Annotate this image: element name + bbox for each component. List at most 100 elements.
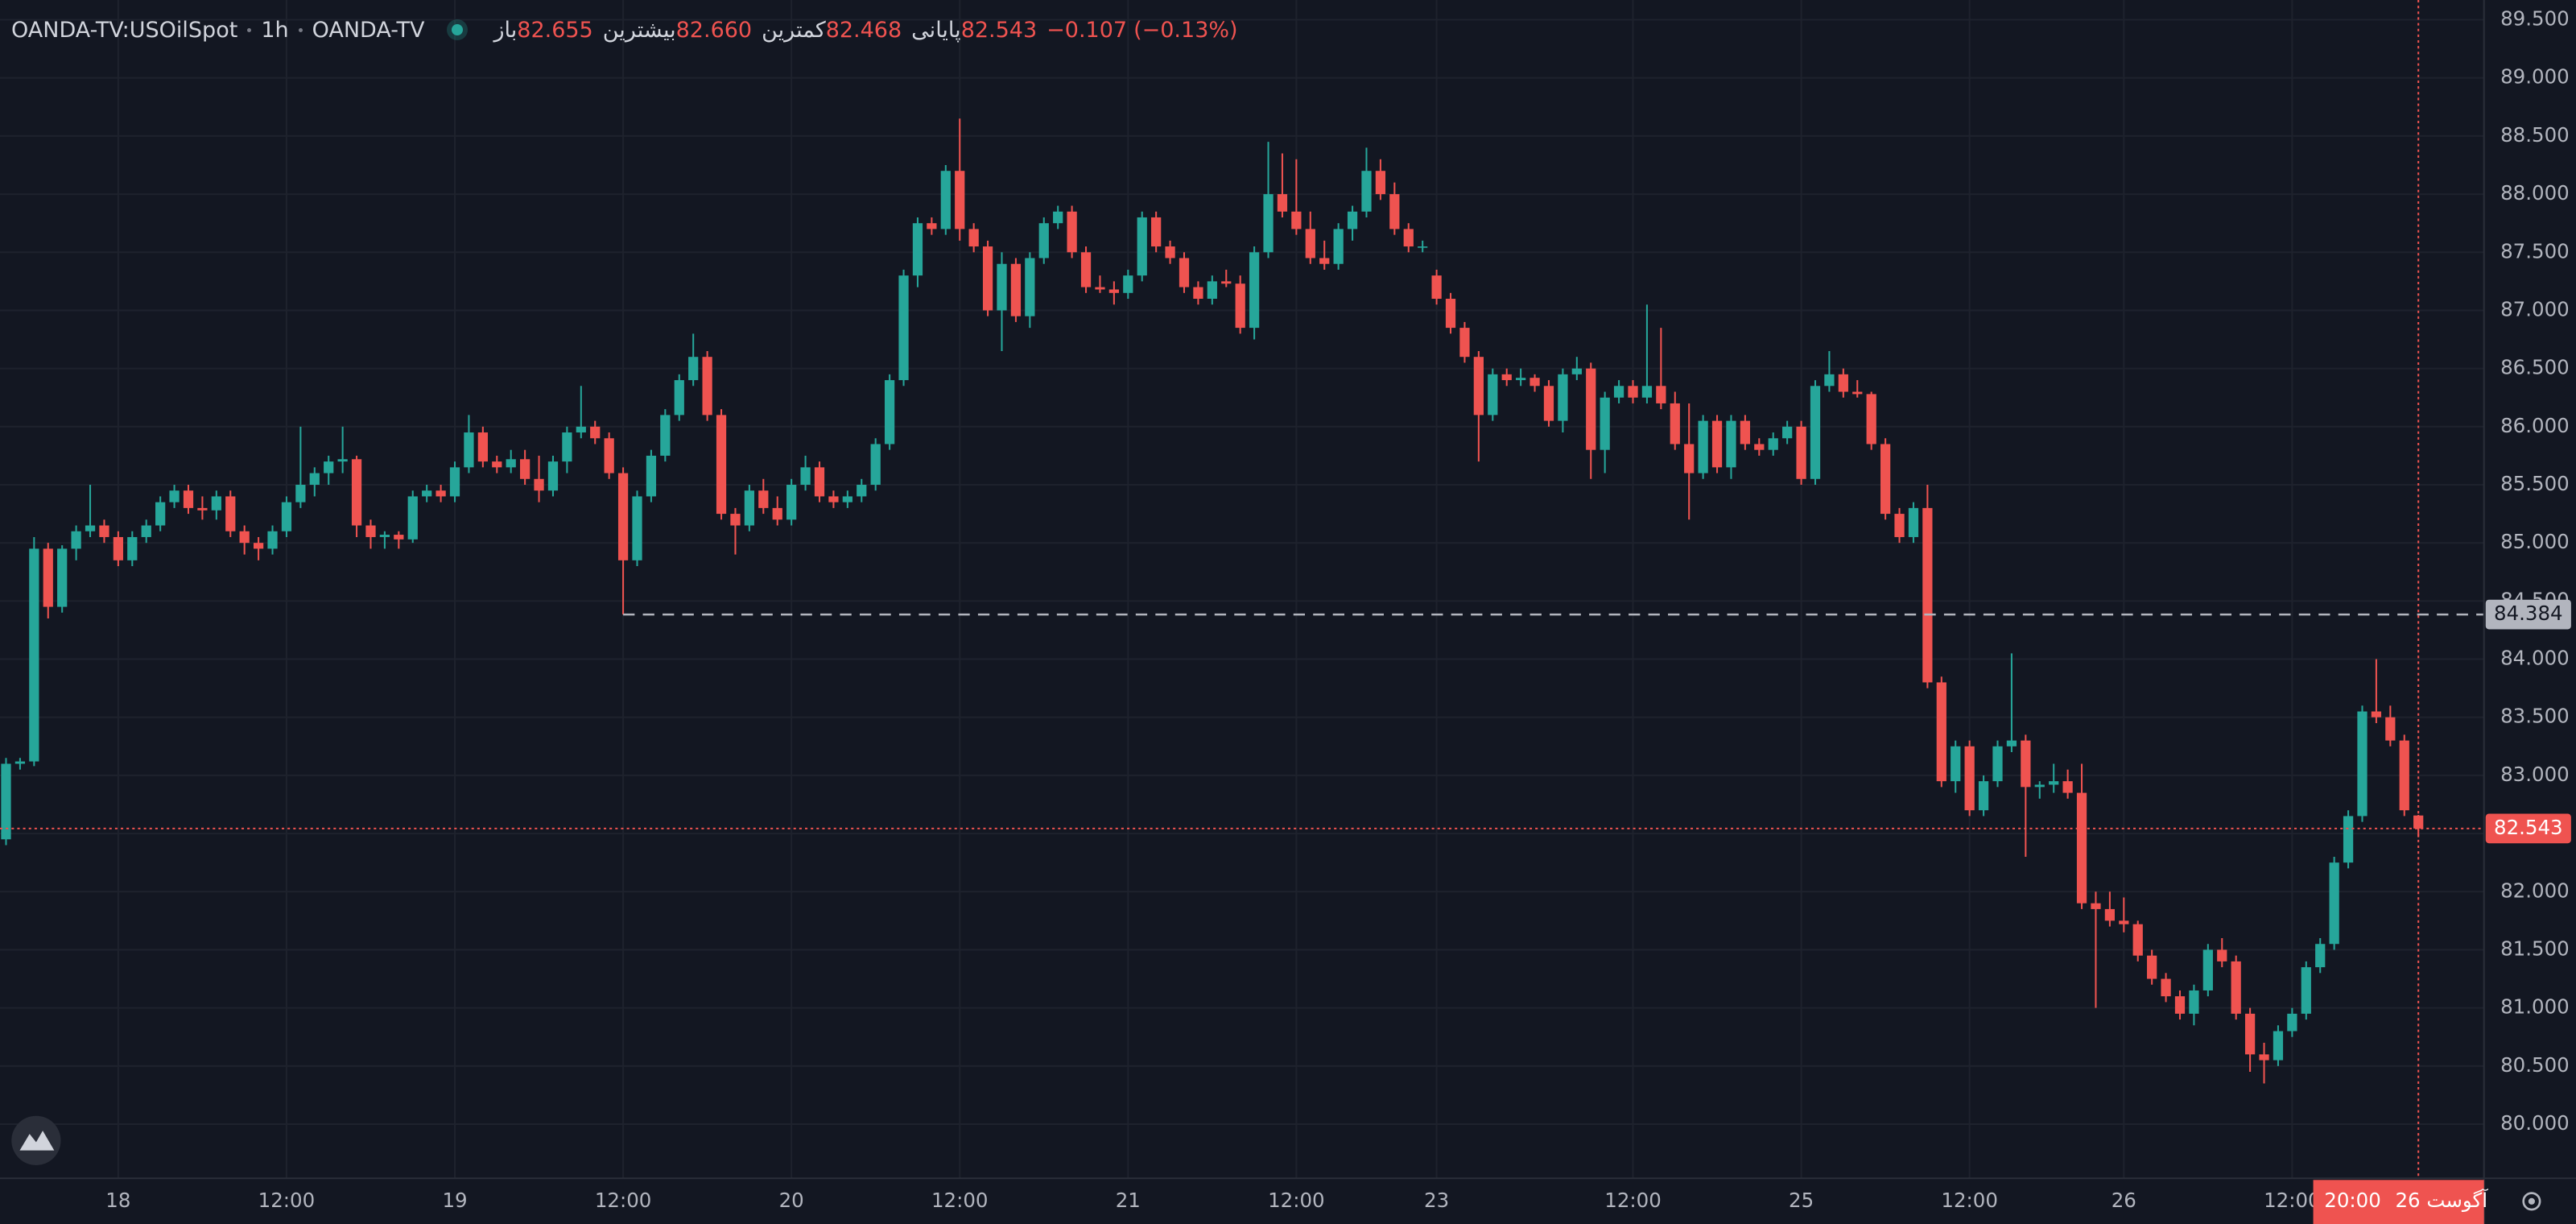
candle-body [1711, 420, 1723, 468]
legend-label: باز [493, 17, 518, 43]
candle-body [1137, 217, 1147, 276]
gear-center[interactable] [2528, 1197, 2535, 1205]
candle-body [1908, 507, 1919, 537]
candle-body [617, 473, 629, 560]
candle-body [786, 484, 797, 520]
logo-icon[interactable] [19, 1131, 55, 1151]
candle-body [1319, 258, 1330, 264]
candle-body [1894, 514, 1905, 537]
candle-body [1824, 374, 1835, 387]
candle-body [295, 484, 306, 502]
gear[interactable] [2522, 1192, 2541, 1211]
logo-circle[interactable] [11, 1115, 61, 1165]
candle-body [716, 415, 727, 515]
legend-value: 82.468 [825, 17, 902, 43]
x-tick-label: 12:00 [1268, 1189, 1325, 1212]
candle-body [183, 490, 194, 508]
settings-icon[interactable] [2522, 1192, 2541, 1211]
symbol[interactable]: OANDA-TV:USOilSpot [11, 17, 238, 43]
candle-body [898, 275, 909, 381]
candle-body [955, 171, 965, 229]
y-tick-label: 88.500 [2500, 123, 2570, 147]
legend-label: کمترین [762, 17, 826, 43]
candle-body [1992, 746, 2003, 782]
y-tick-label: 87.000 [2500, 297, 2570, 320]
ohlc-legend: باز82.655 بیشترین82.660 کمترین82.468 پایانی… [484, 18, 1037, 43]
candles [1, 118, 2424, 1084]
legend-label: پایانی [911, 17, 961, 43]
separator [298, 27, 303, 32]
candle-body [1431, 275, 1442, 300]
candle-body [1964, 746, 1975, 811]
candle-body [1586, 368, 1596, 450]
crosshair-time-box [2313, 1180, 2484, 1224]
candle-body [1951, 746, 1961, 782]
candle-body [2034, 784, 2045, 788]
logo[interactable] [11, 1115, 61, 1165]
candle-body [674, 380, 684, 416]
separator [247, 27, 252, 32]
candle-body [1207, 281, 1217, 300]
candle-body [492, 461, 502, 468]
source: OANDA-TV [312, 17, 425, 43]
candle-body [436, 490, 446, 497]
candle-body [702, 357, 712, 416]
candle-body [1852, 391, 1863, 395]
candle-body [127, 536, 138, 560]
candle-body [2357, 711, 2368, 817]
candle-body [2343, 816, 2354, 863]
candle-body [772, 507, 782, 520]
candle-body [968, 229, 979, 247]
candle-body [1670, 403, 1680, 445]
candle-body [1838, 374, 1848, 392]
y-tick-label: 83.500 [2500, 705, 2570, 728]
y-tick-label: 88.000 [2500, 181, 2570, 205]
candle-body [1165, 246, 1175, 258]
x-tick-label: 12:00 [931, 1189, 989, 1212]
candle-body [99, 525, 109, 537]
candle-body [912, 223, 923, 276]
candle-body [407, 496, 418, 540]
candle-body [646, 455, 657, 497]
candle-body [1726, 420, 1736, 468]
candle-body [2399, 740, 2409, 811]
candle-body [1375, 171, 1386, 195]
market-status [452, 24, 464, 35]
candle-body [1754, 444, 1765, 450]
candle-body [2315, 944, 2326, 968]
candle-body [464, 432, 474, 468]
candle-body [1221, 281, 1232, 284]
candle-body [632, 496, 642, 560]
candle-body [2076, 792, 2087, 904]
candle-body [1880, 444, 1891, 515]
candle-body [1530, 378, 1540, 387]
candle-body [1347, 211, 1358, 229]
candle-body [2301, 967, 2311, 1014]
candle-body [1488, 374, 1498, 416]
candle-body [520, 459, 530, 479]
candle-body [857, 484, 867, 497]
y-tick-label: 80.500 [2500, 1053, 2570, 1077]
candle-body [29, 548, 39, 762]
candle-body [1641, 386, 1653, 398]
candle-body [337, 459, 348, 462]
level-price-tag [2485, 599, 2571, 630]
y-tick-label: 81.000 [2500, 995, 2570, 1019]
candle-body [2132, 924, 2143, 956]
legend-label: بیشترین [602, 17, 676, 43]
candle-body [927, 223, 937, 229]
candle-body [1600, 397, 1610, 450]
candle-body [211, 496, 221, 511]
candle-body [281, 502, 292, 531]
x-tick-label: 12:00 [258, 1189, 316, 1212]
y-tick-label: 82.000 [2500, 879, 2570, 902]
candle-body [1123, 275, 1133, 293]
legend-value: 82.543 [960, 17, 1038, 43]
candle-body [309, 473, 320, 485]
interval[interactable]: 1h [261, 17, 289, 43]
candle-body [225, 496, 236, 531]
candle-body [1501, 374, 1512, 381]
candle-body [506, 459, 516, 468]
